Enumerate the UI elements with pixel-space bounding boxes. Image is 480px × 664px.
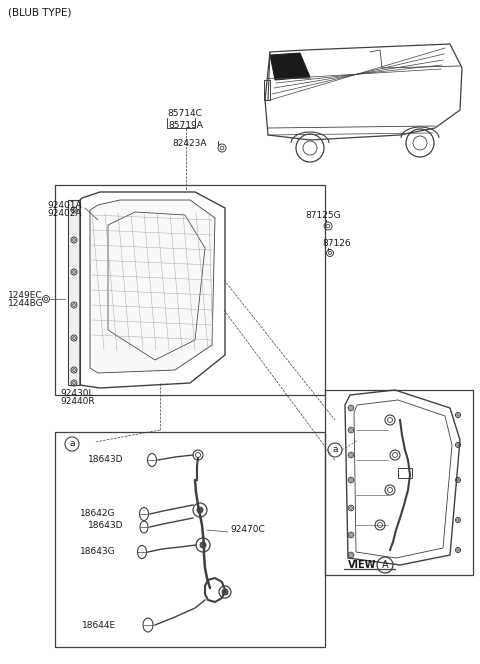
Text: 18642G: 18642G bbox=[80, 509, 116, 517]
Text: 87125G: 87125G bbox=[305, 210, 341, 220]
Text: 85719A: 85719A bbox=[168, 120, 203, 129]
Text: 1244BG: 1244BG bbox=[8, 299, 44, 307]
Bar bbox=[398, 468, 412, 478]
Text: 18643D: 18643D bbox=[88, 521, 123, 531]
Text: 82423A: 82423A bbox=[172, 139, 206, 147]
Text: 85714C: 85714C bbox=[167, 108, 202, 118]
Text: 87126: 87126 bbox=[322, 238, 350, 248]
Text: A: A bbox=[382, 560, 388, 570]
Text: 92470C: 92470C bbox=[230, 525, 265, 535]
Text: 1249EC: 1249EC bbox=[8, 291, 43, 299]
Text: a: a bbox=[332, 446, 338, 454]
Circle shape bbox=[200, 542, 206, 548]
Text: 92440R: 92440R bbox=[60, 396, 95, 406]
Circle shape bbox=[222, 589, 228, 595]
Text: 92402A: 92402A bbox=[47, 208, 82, 218]
Text: a: a bbox=[69, 440, 75, 448]
Bar bbox=[55, 185, 325, 395]
Text: 18644E: 18644E bbox=[82, 620, 116, 629]
Text: (BLUB TYPE): (BLUB TYPE) bbox=[8, 7, 72, 17]
Polygon shape bbox=[90, 200, 215, 373]
Bar bbox=[325, 390, 473, 575]
Bar bbox=[55, 432, 325, 647]
Text: 18643D: 18643D bbox=[88, 454, 123, 463]
Text: 92430L: 92430L bbox=[60, 388, 94, 398]
Text: 18643G: 18643G bbox=[80, 546, 116, 556]
Polygon shape bbox=[68, 200, 80, 385]
Text: 92401A: 92401A bbox=[47, 201, 82, 210]
Polygon shape bbox=[270, 53, 310, 80]
Text: VIEW: VIEW bbox=[348, 560, 376, 570]
Circle shape bbox=[197, 507, 203, 513]
